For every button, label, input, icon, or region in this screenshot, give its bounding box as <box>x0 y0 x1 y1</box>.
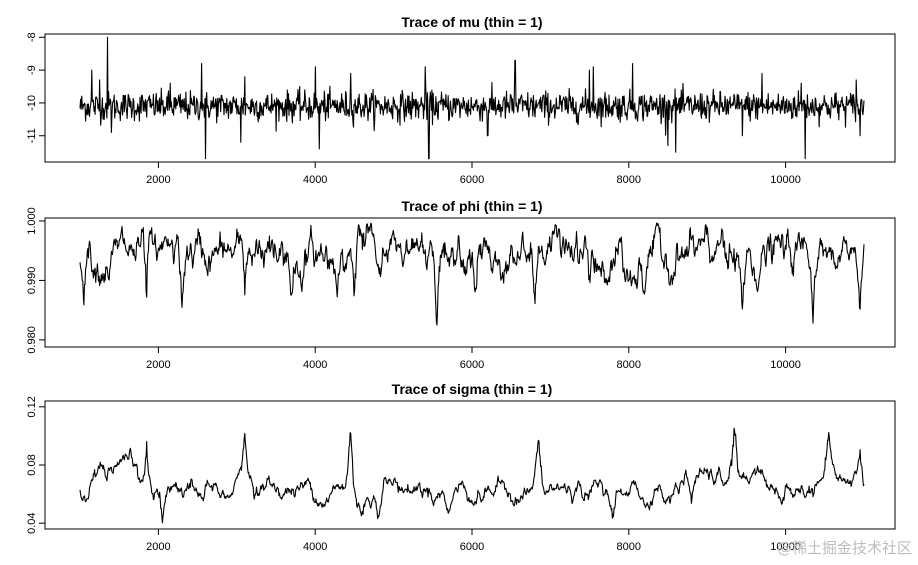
frame-mu <box>44 33 896 163</box>
y-tick-label-phi: 0.990 <box>26 267 38 295</box>
title-phi: Trace of phi (thin = 1) <box>401 198 542 214</box>
x-tick-label-sigma: 4000 <box>303 541 327 553</box>
x-tick-label-mu: 6000 <box>460 174 484 186</box>
panel-sigma: Trace of sigma (thin = 1) <box>44 381 896 530</box>
y-tick-label-mu: -11 <box>26 128 38 143</box>
x-tick-label-phi: 4000 <box>303 359 327 371</box>
x-tick-label-mu: 8000 <box>617 174 641 186</box>
x-tick-label-mu: 4000 <box>303 174 327 186</box>
title-mu: Trace of mu (thin = 1) <box>401 14 542 30</box>
x-tick-label-sigma: 8000 <box>617 541 641 553</box>
frame-phi <box>44 217 896 348</box>
y-tick-label-mu: -10 <box>26 95 38 111</box>
frame-sigma <box>44 400 896 530</box>
trace-line-sigma <box>79 427 865 524</box>
y-tick-label-sigma: 0.08 <box>26 454 38 475</box>
x-tick-label-phi: 10000 <box>770 359 801 371</box>
x-tick-label-mu: 10000 <box>770 174 801 186</box>
y-tick-label-sigma: 0.12 <box>26 396 38 417</box>
y-tick-label-sigma: 0.04 <box>26 512 38 533</box>
panel-phi: Trace of phi (thin = 1) <box>44 198 896 348</box>
y-tick-label-phi: 1.000 <box>26 207 38 235</box>
title-sigma: Trace of sigma (thin = 1) <box>392 381 553 397</box>
trace-line-phi <box>79 222 865 326</box>
y-tick-label-mu: -8 <box>26 32 38 42</box>
y-tick-label-phi: 0.980 <box>26 326 38 354</box>
y-tick-label-mu: -9 <box>26 65 38 75</box>
panel-mu: Trace of mu (thin = 1) <box>44 14 896 163</box>
x-tick-label-phi: 6000 <box>460 359 484 371</box>
x-tick-label-mu: 2000 <box>146 174 170 186</box>
trace-line-mu <box>79 36 865 160</box>
x-tick-label-sigma: 6000 <box>460 541 484 553</box>
x-tick-label-sigma: 10000 <box>770 541 801 553</box>
x-tick-label-sigma: 2000 <box>146 541 170 553</box>
chart-marks: 2000 4000 6000 8000 10000 -8 -9 -10 -11 2000 4000 6… <box>26 32 865 553</box>
x-tick-label-phi: 8000 <box>617 359 641 371</box>
x-tick-label-phi: 2000 <box>146 359 170 371</box>
watermark-text: @稀土掘金技术社区 <box>777 539 912 557</box>
